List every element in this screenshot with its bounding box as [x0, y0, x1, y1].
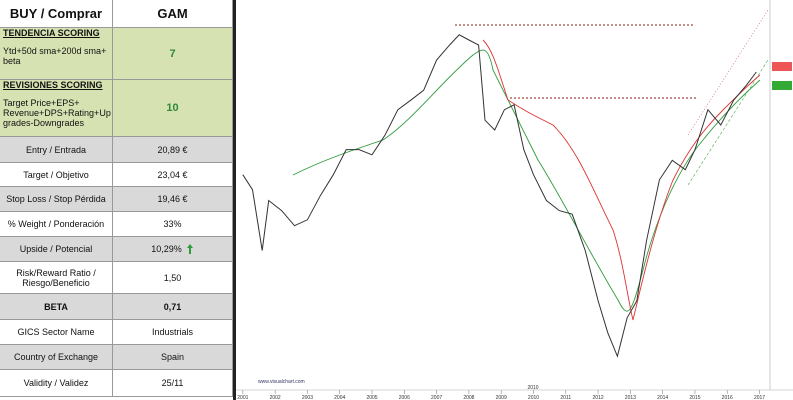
- row-value: 33%: [113, 212, 233, 237]
- x-tick-label: 2005: [366, 395, 377, 400]
- x-tick-label: 2014: [657, 395, 668, 400]
- x-tick-label: 2012: [593, 395, 604, 400]
- x-tick-label: 2003: [302, 395, 313, 400]
- row-label: Country of Exchange: [0, 345, 113, 370]
- row-value: 25/11: [113, 370, 233, 397]
- sma-line: [292, 49, 761, 312]
- watermark: www.visualchart.com: [258, 379, 305, 385]
- x-tick-label: 2007: [431, 395, 442, 400]
- trend-line: [687, 9, 769, 136]
- row-label: Risk/Reward Ratio / Riesgo/Beneficio: [0, 262, 113, 294]
- annotation: 2010: [527, 385, 538, 391]
- row-label: Entry / Entrada: [0, 137, 113, 163]
- price-marker: [772, 62, 792, 71]
- row-label: Stop Loss / Stop Pérdida: [0, 187, 113, 212]
- x-tick-label: 2004: [334, 395, 345, 400]
- header-cell: BUY / Comprar: [0, 0, 113, 28]
- cell-text: Target Price+EPS+ Revenue+DPS+Rating+Up …: [3, 98, 111, 128]
- row-label: GICS Sector Name: [0, 320, 113, 345]
- row-value: 1,50: [113, 262, 233, 294]
- row-value: Industrials: [113, 320, 233, 345]
- row-value: Spain: [113, 345, 233, 370]
- row-value: 10,29%: [113, 237, 233, 262]
- chart: 2001 2002 2003 2004 2005 2006 2007 2008 2009 2010…: [233, 0, 793, 400]
- x-tick-label: 2017: [754, 395, 765, 400]
- row-value: 19,46 €: [113, 187, 233, 212]
- x-tick-label: 2009: [496, 395, 507, 400]
- x-tick-label: 2002: [270, 395, 281, 400]
- row-label: Upside / Potencial: [0, 237, 113, 262]
- chart-bg: [236, 0, 793, 400]
- x-tick-label: 2010: [528, 395, 539, 400]
- price-line: [242, 34, 757, 358]
- x-tick-label: 2016: [722, 395, 733, 400]
- row-value: 23,04 €: [113, 163, 233, 187]
- x-tick-label: 2008: [463, 395, 474, 400]
- score-value: 7: [113, 28, 233, 80]
- header-cell: GAM: [113, 0, 233, 28]
- row-label: Validity / Validez: [0, 370, 113, 397]
- score-cell: REVISIONES SCORING Target Price+EPS+ Reve…: [0, 80, 113, 137]
- cell-text: TENDENCIA SCORING: [3, 28, 100, 38]
- score-cell: TENDENCIA SCORING Ytd+50d sma+200d sma+ b…: [0, 28, 113, 80]
- sma-line: [482, 39, 761, 321]
- divider: [233, 0, 236, 400]
- x-tick-label: 2013: [625, 395, 636, 400]
- score-value: 10: [113, 80, 233, 137]
- row-label: BETA: [0, 294, 113, 320]
- up-arrow: [186, 244, 193, 254]
- row-value: 0,71: [113, 294, 233, 320]
- cell-text: Ytd+50d sma+200d sma+ beta: [3, 46, 107, 66]
- x-tick-label: 2011: [560, 395, 571, 400]
- row-label: % Weight / Ponderación: [0, 212, 113, 237]
- x-tick-label: 2006: [399, 395, 410, 400]
- row-value: 20,89 €: [113, 137, 233, 163]
- x-tick-label: 2015: [689, 395, 700, 400]
- x-tick-label: 2001: [237, 395, 248, 400]
- price-marker: [772, 81, 792, 90]
- row-label: Target / Objetivo: [0, 163, 113, 187]
- cell-text: REVISIONES SCORING: [3, 80, 103, 90]
